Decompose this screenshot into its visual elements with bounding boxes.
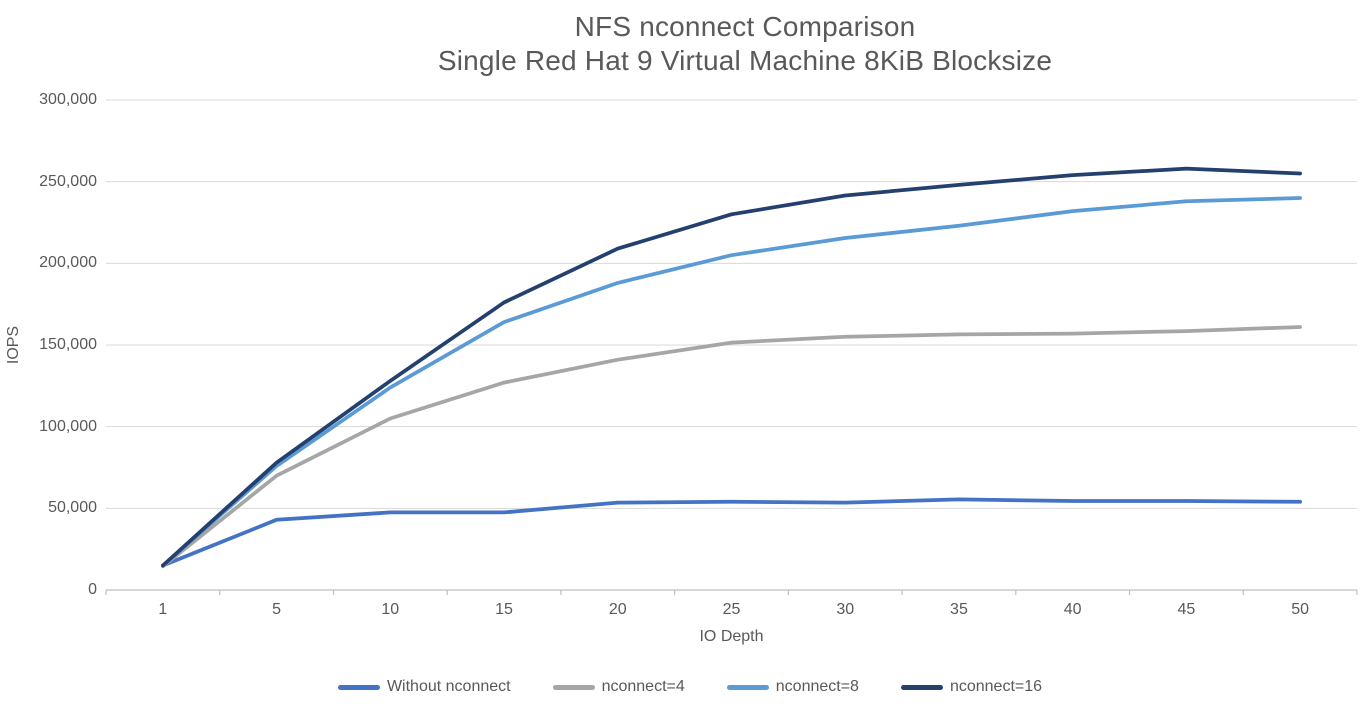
y-tick-label: 150,000 — [39, 336, 97, 353]
legend-item-without-nconnect: Without nconnect — [337, 678, 511, 696]
y-tick-label: 250,000 — [39, 172, 97, 190]
y-tick-label: 300,000 — [39, 91, 97, 108]
y-tick-label: 100,000 — [39, 417, 97, 435]
chart-title: NFS nconnect Comparison — [574, 11, 916, 42]
legend-item-nconnect-8: nconnect=8 — [726, 678, 859, 696]
x-tick-label: 5 — [272, 601, 282, 618]
chart-subtitle: Single Red Hat 9 Virtual Machine 8KiB Bl… — [437, 45, 1053, 76]
y-tick-label: 50,000 — [48, 499, 97, 517]
x-tick-label: 15 — [495, 601, 513, 618]
x-tick-label: 50 — [1291, 601, 1310, 618]
legend-item-nconnect-16: nconnect=16 — [900, 678, 1043, 696]
x-tick-label: 25 — [722, 601, 741, 618]
y-axis-title: IOPS — [5, 325, 22, 365]
plot-area — [105, 99, 1358, 595]
x-tick-label: 45 — [1177, 601, 1196, 618]
x-tick-label: 10 — [381, 601, 400, 618]
series-line-nconnect-4 — [161, 325, 1302, 569]
chart-title-block: NFS nconnect Comparison Single Red Hat 9… — [125, 10, 1365, 78]
legend-label: nconnect=8 — [775, 678, 859, 695]
legend-label: Without nconnect — [386, 678, 511, 695]
legend-swatch-nconnect-16 — [900, 684, 943, 690]
x-axis-title: IO Depth — [699, 628, 764, 645]
legend-item-nconnect-4: nconnect=4 — [552, 678, 685, 696]
legend-swatch-without-nconnect — [337, 684, 380, 690]
x-tick-label: 35 — [950, 601, 968, 618]
x-tick-label: 30 — [836, 601, 855, 618]
legend-label: nconnect=16 — [949, 678, 1043, 695]
series-line-without-nconnect — [161, 497, 1302, 568]
x-tick-label: 20 — [608, 601, 627, 618]
legend: Without nconnect nconnect=4 nconnect=8 ncon… — [0, 678, 1365, 696]
series-line-nconnect-16 — [161, 166, 1302, 568]
y-tick-label: 200,000 — [39, 254, 97, 272]
legend-swatch-nconnect-8 — [726, 684, 769, 690]
y-tick-label: 0 — [88, 581, 97, 598]
legend-swatch-nconnect-4 — [552, 684, 595, 690]
series-line-nconnect-8 — [161, 196, 1302, 568]
x-tick-label: 40 — [1063, 601, 1082, 618]
legend-label: nconnect=4 — [601, 678, 685, 695]
x-tick-label: 1 — [158, 601, 168, 618]
